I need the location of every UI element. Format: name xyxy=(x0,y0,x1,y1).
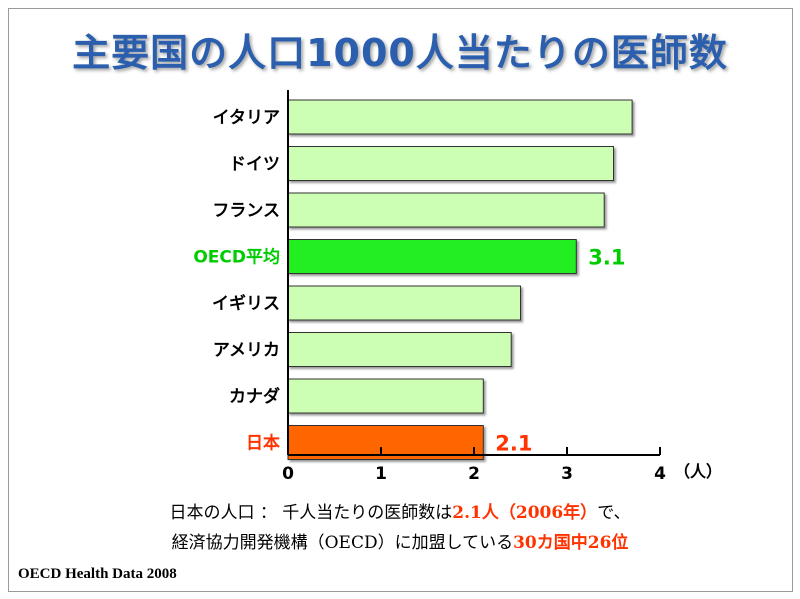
bar-6 xyxy=(287,378,484,414)
note-line-1-prefix: 日本の人口 ： 千人当たりの医師数は xyxy=(169,503,453,523)
x-tick-label-0: 0 xyxy=(282,464,294,484)
page-title: 主要国の人口1000人当たりの医師数 xyxy=(72,31,728,75)
japan-doctor-count-highlight: 2.1人（2006年） xyxy=(452,503,598,523)
category-label-4: イギリス xyxy=(212,294,280,314)
category-label-6: カナダ xyxy=(229,386,280,407)
category-label-3: OECD平均 xyxy=(193,247,280,268)
bar-4 xyxy=(287,285,521,321)
category-label-2: フランス xyxy=(212,201,280,221)
category-label-1: ドイツ xyxy=(229,155,280,175)
x-axis-unit-label: （人） xyxy=(674,462,722,481)
note-line-1-suffix: で、 xyxy=(597,503,631,523)
oecd-rank-highlight: 30カ国中26位 xyxy=(513,533,629,553)
x-tick-label-2: 2 xyxy=(468,464,480,484)
x-tick-label-4: 4 xyxy=(654,464,666,484)
data-label-3: 3.1 xyxy=(588,246,625,270)
category-label-0: イタリア xyxy=(213,108,280,128)
x-tick-label-3: 3 xyxy=(561,464,573,484)
note-line-2-prefix: 経済協力開発機構（OECD）に加盟している xyxy=(171,533,514,553)
x-tick-label-1: 1 xyxy=(375,464,387,484)
bar-5 xyxy=(287,332,512,367)
data-source: OECD Health Data 2008 xyxy=(18,566,177,582)
category-label-7: 日本 xyxy=(246,433,280,454)
note-line-2: 経済協力開発機構（OECD）に加盟している30カ国中26位 xyxy=(0,528,800,553)
bar-3 xyxy=(287,239,577,274)
data-label-7: 2.1 xyxy=(495,432,532,456)
bar-7 xyxy=(287,425,484,460)
bar-2 xyxy=(287,192,605,228)
bar-1 xyxy=(287,146,614,181)
bar-0 xyxy=(287,99,633,135)
x-ticks: 0 1 2 3 4 xyxy=(282,447,666,484)
note-line-1: 日本の人口 ： 千人当たりの医師数は2.1人（2006年）で、 xyxy=(0,498,800,523)
category-label-5: アメリカ xyxy=(213,341,280,361)
